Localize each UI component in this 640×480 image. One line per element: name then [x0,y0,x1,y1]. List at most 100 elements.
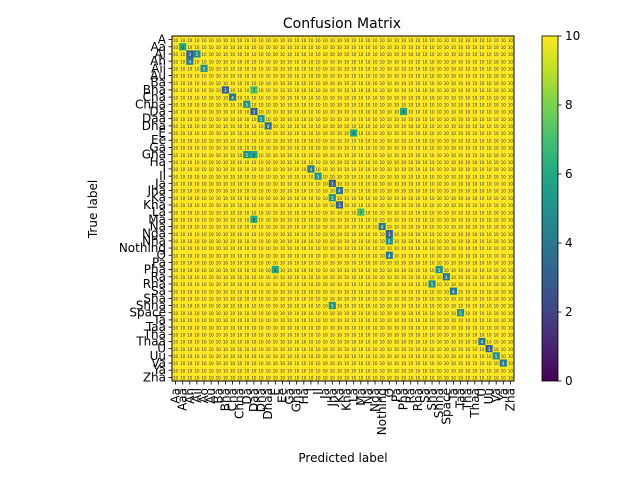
cell-value-label: 10 [202,81,208,86]
cell-value-label: 10 [173,376,179,381]
heatmap-cell [435,136,444,145]
heatmap-cell [314,79,322,87]
cell-value-label: 10 [365,110,371,115]
heatmap-cell [229,43,237,51]
cell-value-label: 10 [287,167,293,172]
cell-value-label: 10 [387,332,393,337]
heatmap-cell [478,143,486,152]
cell-value-label: 10 [308,138,314,143]
cell-value-label: 10 [458,81,464,86]
heatmap-cell [300,36,308,44]
cell-value-label: 7 [253,88,256,93]
cell-value-label: 10 [408,146,414,151]
heatmap-cell [186,43,194,51]
cell-value-label: 10 [365,153,371,158]
cell-value-label: 10 [294,361,300,366]
cell-value-label: 10 [294,67,300,72]
cell-value-label: 10 [180,146,186,151]
cell-value-label: 10 [194,117,200,122]
heatmap-cell [378,129,387,137]
heatmap-cell [257,79,265,87]
heatmap-cell [492,43,501,51]
cell-value-label: 3 [388,232,391,237]
heatmap-cell [307,71,315,80]
cell-value-label: 10 [479,52,485,57]
heatmap-cell [428,151,436,159]
heatmap-cell [442,86,451,94]
heatmap-cell [172,129,180,137]
heatmap-cell [414,57,422,66]
heatmap-cell [286,115,294,123]
cell-value-label: 10 [216,282,222,287]
cell-value-label: 10 [358,81,364,86]
heatmap-cell [350,129,358,137]
heatmap-cell [414,79,422,87]
heatmap-cell [335,57,344,66]
heatmap-cell [449,57,458,66]
cell-value-label: 10 [422,239,428,244]
cell-value-label: 10 [501,354,507,359]
cell-value-label: 10 [173,102,179,107]
cell-value-label: 10 [194,304,200,309]
cell-value-label: 10 [380,297,386,302]
cell-value-label: 10 [330,146,336,151]
cell-value-label: 10 [387,88,393,93]
heatmap-cell [271,143,280,152]
heatmap-cell [414,151,422,159]
cell-value-label: 10 [323,59,329,64]
cell-value-label: 10 [465,261,471,266]
heatmap-cell [400,93,408,101]
cell-value-label: 10 [244,174,250,179]
heatmap-cell [293,71,301,80]
cell-value-label: 10 [237,311,243,316]
cell-value-label: 10 [308,239,314,244]
cell-value-label: 10 [380,138,386,143]
heatmap-cell [464,129,472,137]
cell-value-label: 10 [323,239,329,244]
cell-value-label: 10 [330,253,336,258]
heatmap-cell [506,129,515,137]
heatmap-cell [186,151,194,159]
heatmap-cell [200,158,208,166]
cell-value-label: 10 [337,124,343,129]
cell-value-label: 10 [422,102,428,107]
cell-value-label: 10 [280,174,286,179]
cell-value-label: 10 [209,225,215,230]
cell-value-label: 10 [365,376,371,381]
cell-value-label: 10 [401,332,407,337]
cell-value-label: 10 [430,174,436,179]
cell-value-label: 10 [294,110,300,115]
cell-value-label: 10 [422,189,428,194]
heatmap-cell [506,143,515,152]
cell-value-label: 10 [451,67,457,72]
heatmap-cell [321,107,330,116]
cell-value-label: 10 [308,52,314,57]
heatmap-cell [179,57,187,66]
cell-value-label: 10 [180,232,186,237]
cell-value-label: 10 [251,297,257,302]
cell-value-label: 10 [451,95,457,100]
cell-value-label: 10 [430,318,436,323]
heatmap-cell [400,100,408,109]
cell-value-label: 10 [365,289,371,294]
cell-value-label: 10 [458,304,464,309]
heatmap-cell [264,93,273,101]
cell-value-label: 10 [287,361,293,366]
cell-value-label: 10 [344,182,350,187]
heatmap-cell [400,122,408,130]
heatmap-cell [186,136,194,145]
cell-value-label: 10 [501,347,507,352]
cell-value-label: 10 [330,311,336,316]
heatmap-cell [250,172,258,181]
heatmap-cell [179,79,187,87]
heatmap-cell [421,122,429,130]
cell-value-label: 10 [458,110,464,115]
cell-value-label: 10 [408,311,414,316]
cell-value-label: 10 [187,368,193,373]
heatmap-cell [478,129,486,137]
cell-value-label: 10 [251,81,257,86]
heatmap-cell [264,122,273,130]
cell-value-label: 10 [501,289,507,294]
cell-value-label: 10 [365,311,371,316]
cell-value-label: 10 [373,67,379,72]
